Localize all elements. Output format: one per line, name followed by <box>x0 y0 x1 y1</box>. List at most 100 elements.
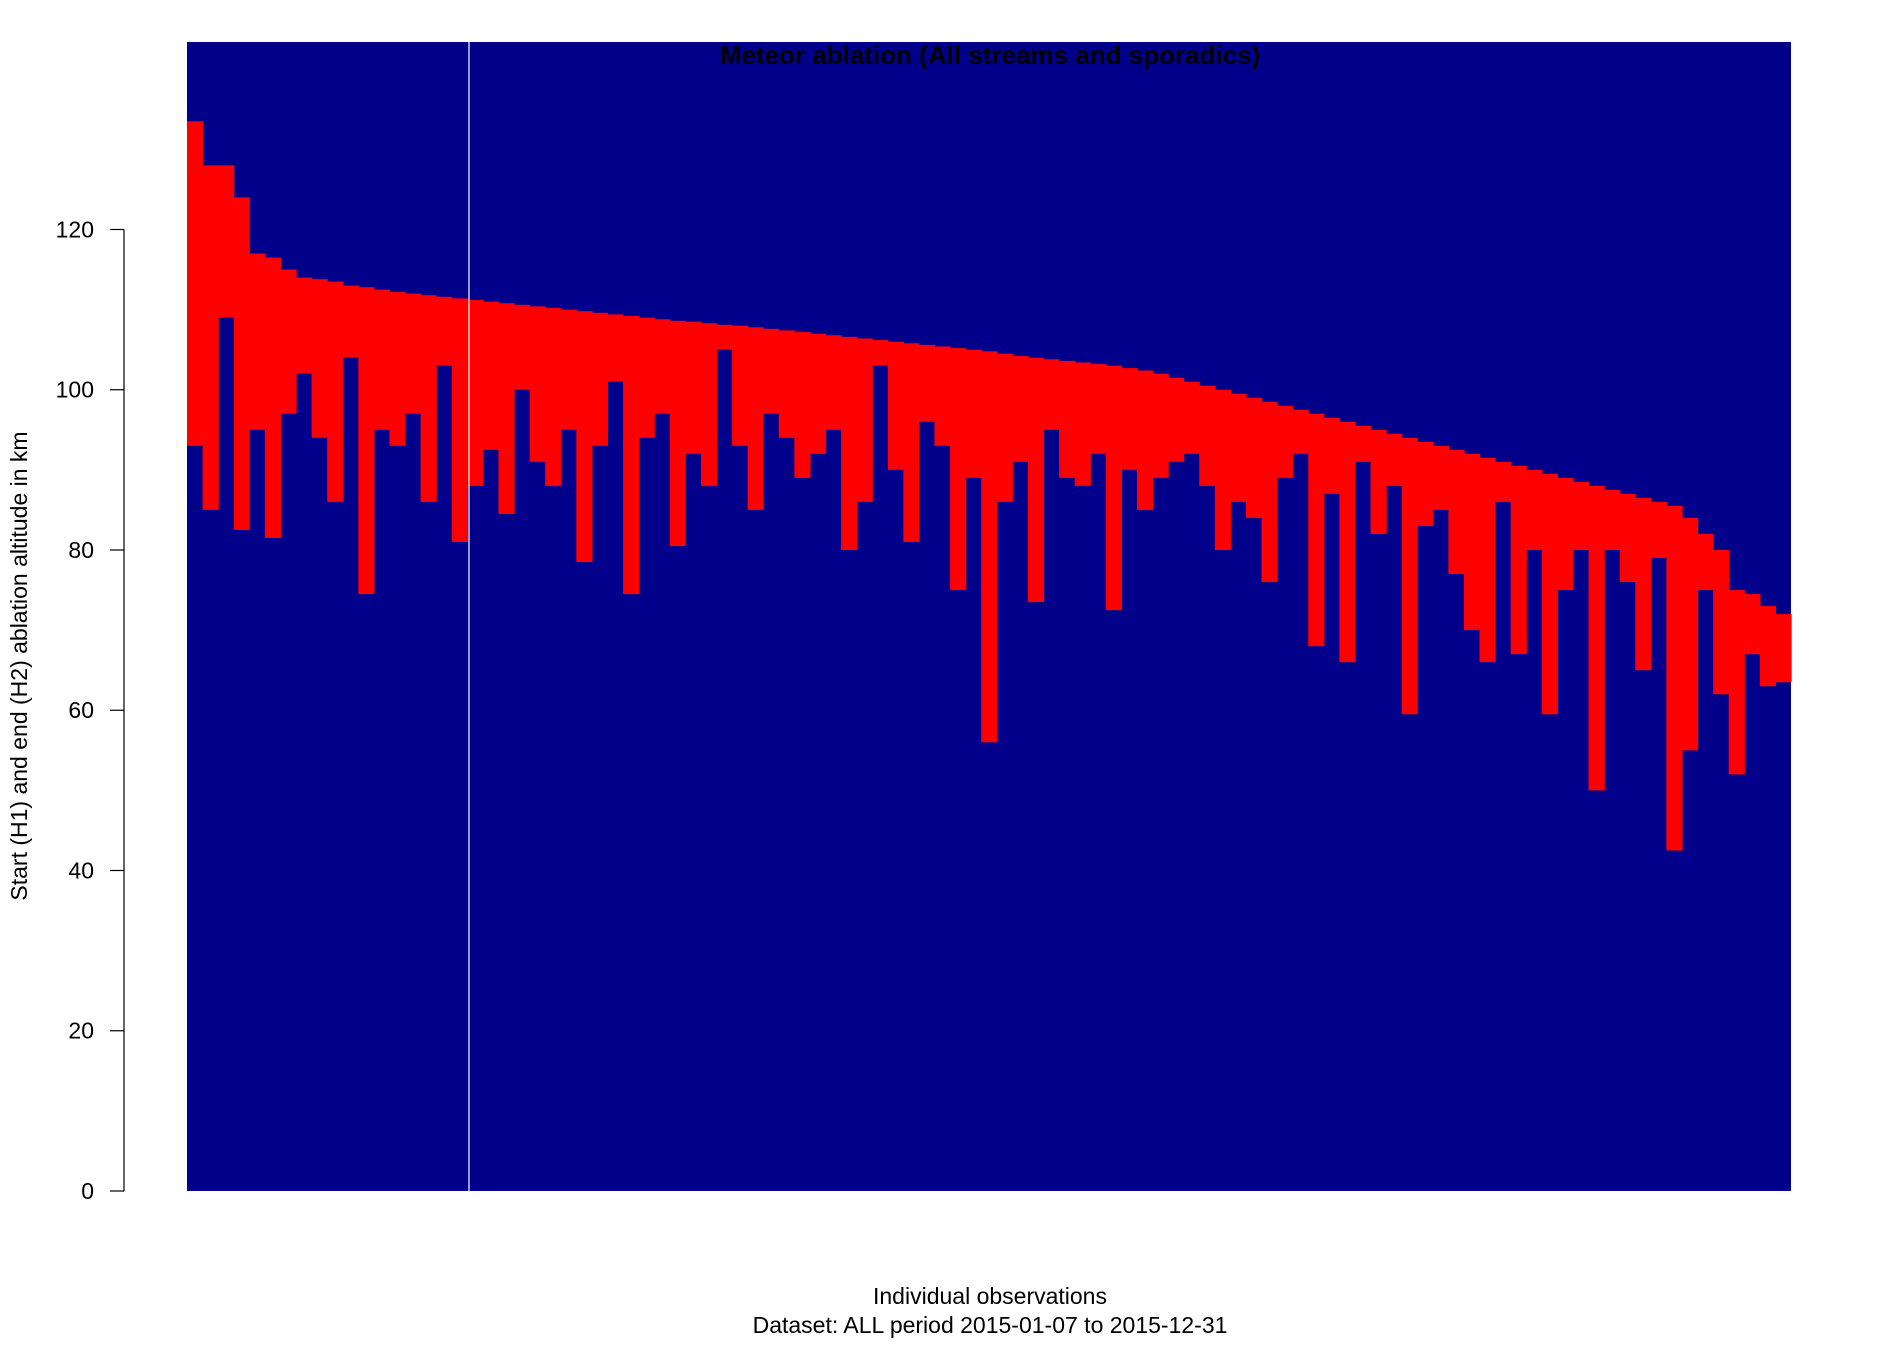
ablation-bar <box>700 323 718 486</box>
ablation-bar <box>1650 501 1668 559</box>
ablation-bar <box>1744 594 1761 655</box>
ablation-bar <box>1541 473 1559 715</box>
ablation-bar <box>856 338 873 502</box>
ablation-bar <box>685 321 702 454</box>
ablation-bar <box>218 165 235 318</box>
ablation-bar <box>778 330 795 438</box>
ablation-bar <box>1012 356 1029 462</box>
ablation-bar <box>233 197 250 530</box>
ablation-bar <box>1432 445 1449 510</box>
ablation-bar <box>1245 397 1263 518</box>
y-tick-label: 40 <box>68 857 94 883</box>
ablation-bar <box>1510 465 1527 655</box>
chart-title: Meteor ablation (All streams and sporadi… <box>720 40 1260 70</box>
ablation-bar <box>1354 425 1372 462</box>
ablation-bar <box>498 303 515 514</box>
y-tick-label: 80 <box>68 537 94 563</box>
ablation-bar <box>1214 389 1231 550</box>
ablation-bar <box>654 319 671 414</box>
ablation-bar <box>358 287 375 595</box>
ablation-bar <box>1572 481 1590 550</box>
y-tick-label: 20 <box>68 1018 94 1044</box>
ablation-bar <box>1448 449 1465 575</box>
ablation-bar <box>1526 469 1543 550</box>
ablation-bar <box>950 348 967 591</box>
ablation-bar <box>607 314 624 382</box>
ablation-bar <box>981 351 998 743</box>
ablation-bar <box>903 343 920 542</box>
ablation-bar <box>451 298 468 542</box>
ablation-bar <box>1074 362 1091 486</box>
ablation-bar <box>420 295 437 502</box>
ablation-bar <box>342 285 359 358</box>
ablation-bar <box>1168 377 1185 462</box>
ablation-bar <box>1495 461 1512 502</box>
ablation-bar <box>887 341 904 470</box>
ablation-bar <box>1479 457 1496 663</box>
ablation-bar <box>872 340 889 366</box>
ablation-bar <box>1261 401 1278 583</box>
ablation-bar <box>280 269 297 414</box>
ablation-bar <box>311 279 328 438</box>
ablation-bar <box>809 333 827 454</box>
ablation-bar <box>560 309 577 430</box>
ablation-bar <box>1308 413 1325 647</box>
ablation-bar <box>794 332 811 478</box>
y-tick-label: 0 <box>81 1178 94 1204</box>
ablation-bar <box>264 257 282 538</box>
ablation-bar <box>1697 533 1714 591</box>
ablation-bar <box>1292 409 1309 454</box>
ablation-bar <box>747 327 764 510</box>
ablation-bar <box>1588 485 1605 791</box>
ablation-bar <box>1152 373 1169 478</box>
ablation-bar <box>1105 365 1122 611</box>
ablation-bar <box>1713 549 1730 695</box>
y-tick-label: 60 <box>68 697 94 723</box>
ablation-bar <box>1121 368 1138 470</box>
ablation-bar <box>1199 385 1216 486</box>
ablation-bar <box>1230 393 1247 502</box>
ablation-bar <box>1323 417 1340 494</box>
ablation-bar <box>576 311 593 563</box>
ablation-bar <box>1401 437 1418 715</box>
ablation-bar <box>1557 477 1574 591</box>
ablation-bar <box>996 353 1013 502</box>
ablation-bar <box>1666 505 1683 851</box>
ablation-bar <box>638 317 655 438</box>
y-tick-label: 100 <box>56 377 94 403</box>
ablation-bar <box>467 300 484 486</box>
ablation-bar <box>436 296 453 366</box>
ablation-bar <box>296 277 313 374</box>
ablation-bar <box>825 335 842 430</box>
ablation-bar <box>1136 370 1154 510</box>
x-axis-label: Individual observations <box>873 1283 1107 1309</box>
ablation-bar <box>1759 606 1777 687</box>
ablation-bar <box>1417 441 1434 526</box>
ablation-bar <box>1635 497 1652 671</box>
ablation-bar <box>1728 590 1745 775</box>
ablation-bar <box>529 306 546 462</box>
ablation-bar <box>1059 360 1076 478</box>
ablation-bar <box>1370 429 1387 534</box>
ablation-bar <box>1463 453 1481 631</box>
ablation-bar <box>373 289 391 430</box>
ablation-bar <box>934 346 951 446</box>
ablation-bar <box>1604 489 1621 550</box>
ablation-bar <box>732 325 749 446</box>
ablation-bar <box>187 121 204 446</box>
ablation-bar <box>716 324 733 350</box>
ablation-bar <box>763 328 780 414</box>
ablation-bar <box>327 281 344 502</box>
ablation-bar <box>1277 405 1294 478</box>
ablation-bar <box>623 316 640 595</box>
ablation-bar <box>1339 421 1356 663</box>
y-tick-label: 120 <box>56 216 94 242</box>
ablation-bar <box>841 336 858 550</box>
ablation-bar <box>1027 357 1045 603</box>
ablation-bar <box>591 312 609 446</box>
ablation-bar <box>249 253 266 430</box>
ablation-bar <box>514 304 531 390</box>
subtitle: Dataset: ALL period 2015-01-07 to 2015-1… <box>753 1312 1228 1338</box>
ablation-bar <box>1619 493 1636 583</box>
